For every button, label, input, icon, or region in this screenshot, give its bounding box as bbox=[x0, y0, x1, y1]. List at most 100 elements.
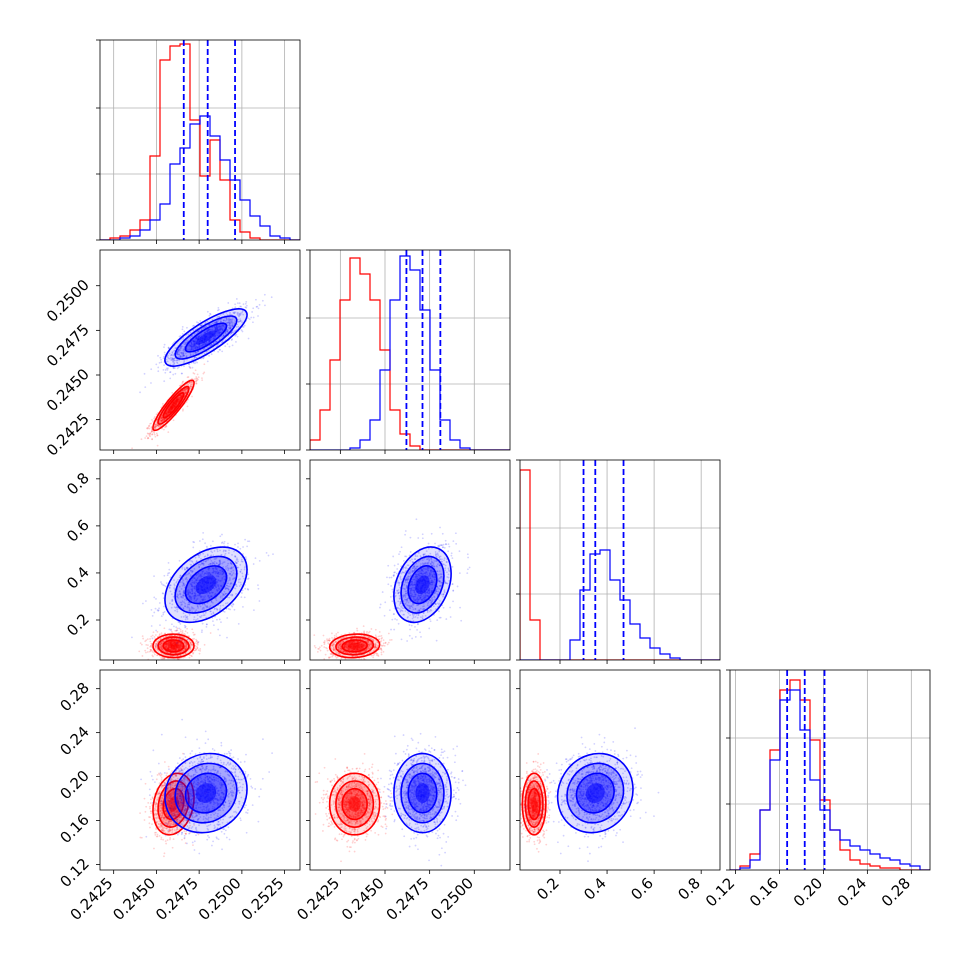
scatter-point bbox=[227, 321, 229, 324]
scatter-point bbox=[228, 313, 231, 316]
scatter-point bbox=[181, 328, 184, 331]
scatter-point bbox=[183, 354, 185, 357]
scatter-point bbox=[194, 647, 196, 650]
scatter-point bbox=[192, 633, 195, 636]
scatter-point bbox=[218, 331, 221, 334]
scatter-point bbox=[202, 531, 205, 534]
scatter-point bbox=[225, 316, 228, 319]
scatter-point bbox=[374, 634, 377, 637]
scatter-point bbox=[231, 318, 234, 321]
scatter-point bbox=[230, 331, 233, 334]
scatter-point bbox=[209, 345, 211, 347]
scatter-point bbox=[190, 342, 193, 345]
scatter-point bbox=[151, 637, 154, 640]
scatter-point bbox=[146, 651, 149, 653]
scatter-point bbox=[148, 434, 151, 437]
scatter-point bbox=[160, 657, 162, 659]
scatter-point bbox=[188, 382, 191, 385]
scatter-point bbox=[144, 649, 147, 652]
scatter-point bbox=[175, 641, 178, 643]
scatter-point bbox=[209, 632, 212, 634]
scatter-point bbox=[195, 345, 198, 348]
scatter-point bbox=[185, 387, 188, 390]
scatter-point bbox=[210, 338, 213, 340]
scatter-point bbox=[176, 655, 179, 657]
scatter-point bbox=[167, 411, 170, 414]
scatter-point bbox=[380, 637, 383, 640]
scatter-point bbox=[164, 646, 167, 649]
scatter-point bbox=[175, 629, 178, 632]
scatter-point bbox=[196, 643, 199, 646]
scatter-point bbox=[179, 396, 182, 398]
scatter-point bbox=[167, 643, 170, 646]
scatter-point bbox=[197, 330, 200, 332]
scatter-point bbox=[181, 645, 183, 648]
scatter-point bbox=[174, 347, 177, 350]
scatter-point bbox=[228, 345, 231, 348]
scatter-point bbox=[172, 367, 175, 370]
scatter-point bbox=[183, 350, 186, 353]
scatter-point bbox=[233, 322, 236, 325]
scatter-point bbox=[183, 360, 186, 362]
scatter-point bbox=[192, 345, 195, 348]
scatter-point bbox=[214, 326, 217, 329]
scatter-point bbox=[165, 646, 168, 649]
scatter-point bbox=[220, 331, 223, 334]
scatter-point bbox=[212, 620, 214, 623]
scatter-point bbox=[195, 640, 198, 643]
scatter-point bbox=[162, 369, 165, 371]
scatter-point bbox=[189, 381, 192, 384]
scatter-point bbox=[167, 411, 169, 414]
scatter-point bbox=[169, 371, 171, 374]
scatter-point bbox=[216, 329, 219, 332]
scatter-point bbox=[180, 351, 182, 354]
scatter-point bbox=[244, 306, 247, 309]
scatter-point bbox=[314, 646, 317, 649]
scatter-point bbox=[230, 321, 233, 324]
scatter-point bbox=[270, 296, 273, 299]
panel-0-0 bbox=[96, 39, 301, 244]
scatter-point bbox=[146, 432, 149, 435]
scatter-point bbox=[164, 413, 167, 416]
scatter-point bbox=[180, 352, 183, 355]
scatter-point bbox=[189, 385, 191, 388]
scatter-point bbox=[184, 392, 187, 395]
scatter-point bbox=[216, 334, 219, 337]
scatter-point bbox=[131, 636, 133, 639]
scatter-point bbox=[226, 617, 229, 619]
scatter-point bbox=[221, 350, 224, 353]
scatter-point bbox=[205, 330, 208, 333]
scatter-point bbox=[200, 631, 203, 634]
scatter-point bbox=[191, 335, 193, 338]
scatter-point bbox=[167, 638, 170, 641]
scatter-point bbox=[163, 415, 166, 418]
scatter-point bbox=[204, 331, 207, 333]
scatter-point bbox=[169, 649, 171, 651]
scatter-point bbox=[188, 656, 191, 659]
scatter-point bbox=[172, 354, 175, 357]
scatter-point bbox=[184, 392, 187, 395]
scatter-point bbox=[170, 630, 173, 633]
scatter-point bbox=[163, 418, 166, 421]
scatter-point bbox=[169, 371, 172, 373]
scatter-point bbox=[160, 416, 163, 419]
panel-content bbox=[313, 518, 471, 660]
scatter-point bbox=[192, 631, 195, 634]
scatter-point bbox=[181, 351, 184, 354]
scatter-point bbox=[169, 641, 172, 643]
scatter-point bbox=[225, 318, 228, 321]
scatter-point bbox=[190, 341, 193, 344]
scatter-point bbox=[184, 642, 187, 644]
scatter-point bbox=[239, 313, 242, 316]
scatter-point bbox=[179, 396, 182, 399]
scatter-point bbox=[205, 623, 208, 626]
scatter-point bbox=[185, 339, 188, 342]
scatter-point bbox=[237, 325, 240, 328]
scatter-point bbox=[234, 329, 237, 332]
scatter-point bbox=[208, 340, 211, 342]
scatter-point bbox=[176, 660, 178, 662]
scatter-point bbox=[149, 638, 151, 640]
scatter-point bbox=[198, 652, 201, 655]
scatter-point bbox=[195, 642, 198, 645]
scatter-point bbox=[166, 648, 169, 650]
